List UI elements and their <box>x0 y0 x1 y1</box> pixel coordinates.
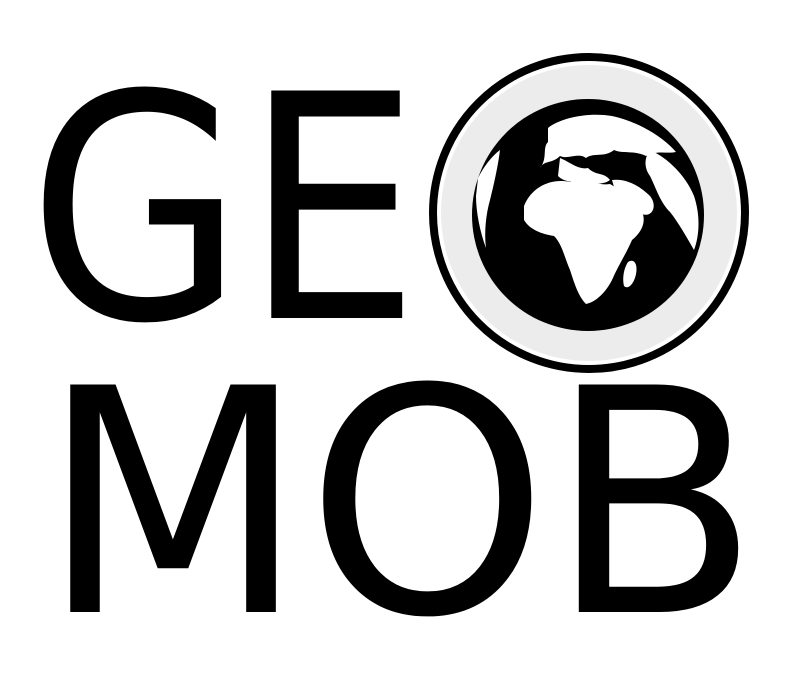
logo-line2: MOB <box>40 322 760 680</box>
globe-continents <box>476 114 699 304</box>
logo-line1-letters: GE <box>28 28 420 392</box>
earth-globe-icon <box>429 53 749 373</box>
